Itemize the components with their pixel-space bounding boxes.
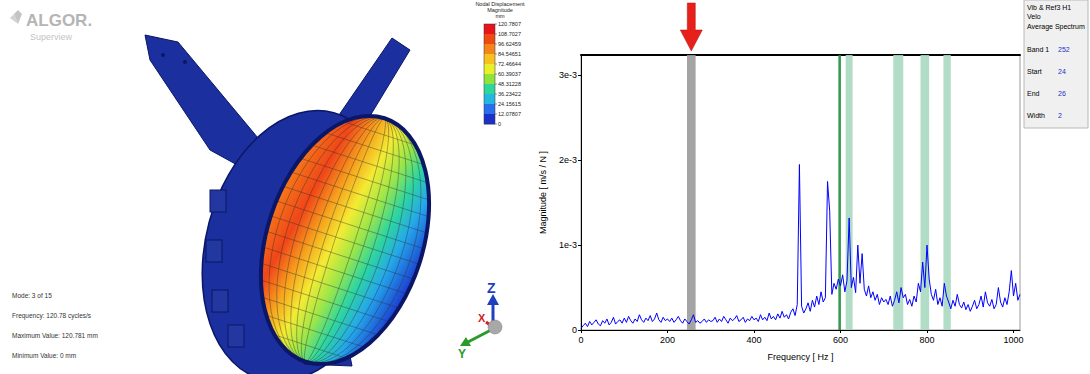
svg-text:252: 252: [1058, 46, 1070, 53]
svg-text:600: 600: [833, 335, 848, 345]
svg-text:24.15615: 24.15615: [498, 101, 521, 107]
svg-text:48.31228: 48.31228: [498, 81, 521, 87]
svg-text:End: End: [1027, 90, 1040, 97]
svg-text:84.54651: 84.54651: [498, 51, 521, 57]
svg-text:800: 800: [919, 335, 934, 345]
svg-text:24: 24: [1058, 68, 1066, 75]
svg-text:Minimum Value: 0 mm: Minimum Value: 0 mm: [12, 352, 76, 359]
svg-text:Superview: Superview: [30, 32, 73, 42]
svg-text:200: 200: [660, 335, 675, 345]
svg-text:Frequency [ Hz ]: Frequency [ Hz ]: [767, 352, 833, 362]
svg-text:2e-3: 2e-3: [559, 155, 577, 165]
svg-text:Magnitude [ m/s / N ]: Magnitude [ m/s / N ]: [538, 151, 548, 234]
svg-text:108.7027: 108.7027: [498, 31, 521, 37]
svg-text:36.23422: 36.23422: [498, 91, 521, 97]
svg-text:Frequency: 120.78 cycles/s: Frequency: 120.78 cycles/s: [12, 312, 92, 320]
svg-text:72.46644: 72.46644: [498, 61, 521, 67]
svg-text:3e-3: 3e-3: [559, 70, 577, 80]
svg-text:Magnitude: Magnitude: [487, 7, 513, 13]
svg-text:ALGOR.: ALGOR.: [26, 11, 92, 30]
svg-text:Band 1: Band 1: [1027, 46, 1049, 53]
svg-text:Width: Width: [1027, 112, 1045, 119]
svg-text:Start: Start: [1027, 68, 1042, 75]
svg-text:Z: Z: [487, 280, 496, 296]
svg-text:0: 0: [572, 325, 577, 335]
svg-text:0: 0: [578, 335, 583, 345]
svg-text:Velo: Velo: [1027, 13, 1041, 20]
svg-text:1000: 1000: [1003, 335, 1023, 345]
svg-text:60.39037: 60.39037: [498, 71, 521, 77]
svg-text:Vib & Ref3 H1: Vib & Ref3 H1: [1027, 4, 1073, 11]
svg-text:X: X: [478, 312, 486, 324]
svg-text:400: 400: [746, 335, 761, 345]
svg-text:Mode: 3 of 15: Mode: 3 of 15: [12, 292, 52, 299]
svg-text:120.7807: 120.7807: [498, 21, 521, 27]
svg-text:96.62459: 96.62459: [498, 41, 521, 47]
svg-text:Average Spectrum: Average Spectrum: [1027, 23, 1085, 31]
svg-text:2: 2: [1058, 112, 1062, 119]
svg-text:12.07807: 12.07807: [498, 111, 521, 117]
svg-text:26: 26: [1058, 90, 1066, 97]
svg-text:Maximum Value: 120.781 mm: Maximum Value: 120.781 mm: [12, 332, 98, 339]
svg-text:Nodal Displacement: Nodal Displacement: [475, 1, 525, 7]
svg-text:1e-3: 1e-3: [559, 240, 577, 250]
svg-text:Y: Y: [458, 347, 466, 361]
svg-text:0: 0: [498, 121, 501, 127]
svg-text:mm: mm: [495, 13, 505, 19]
